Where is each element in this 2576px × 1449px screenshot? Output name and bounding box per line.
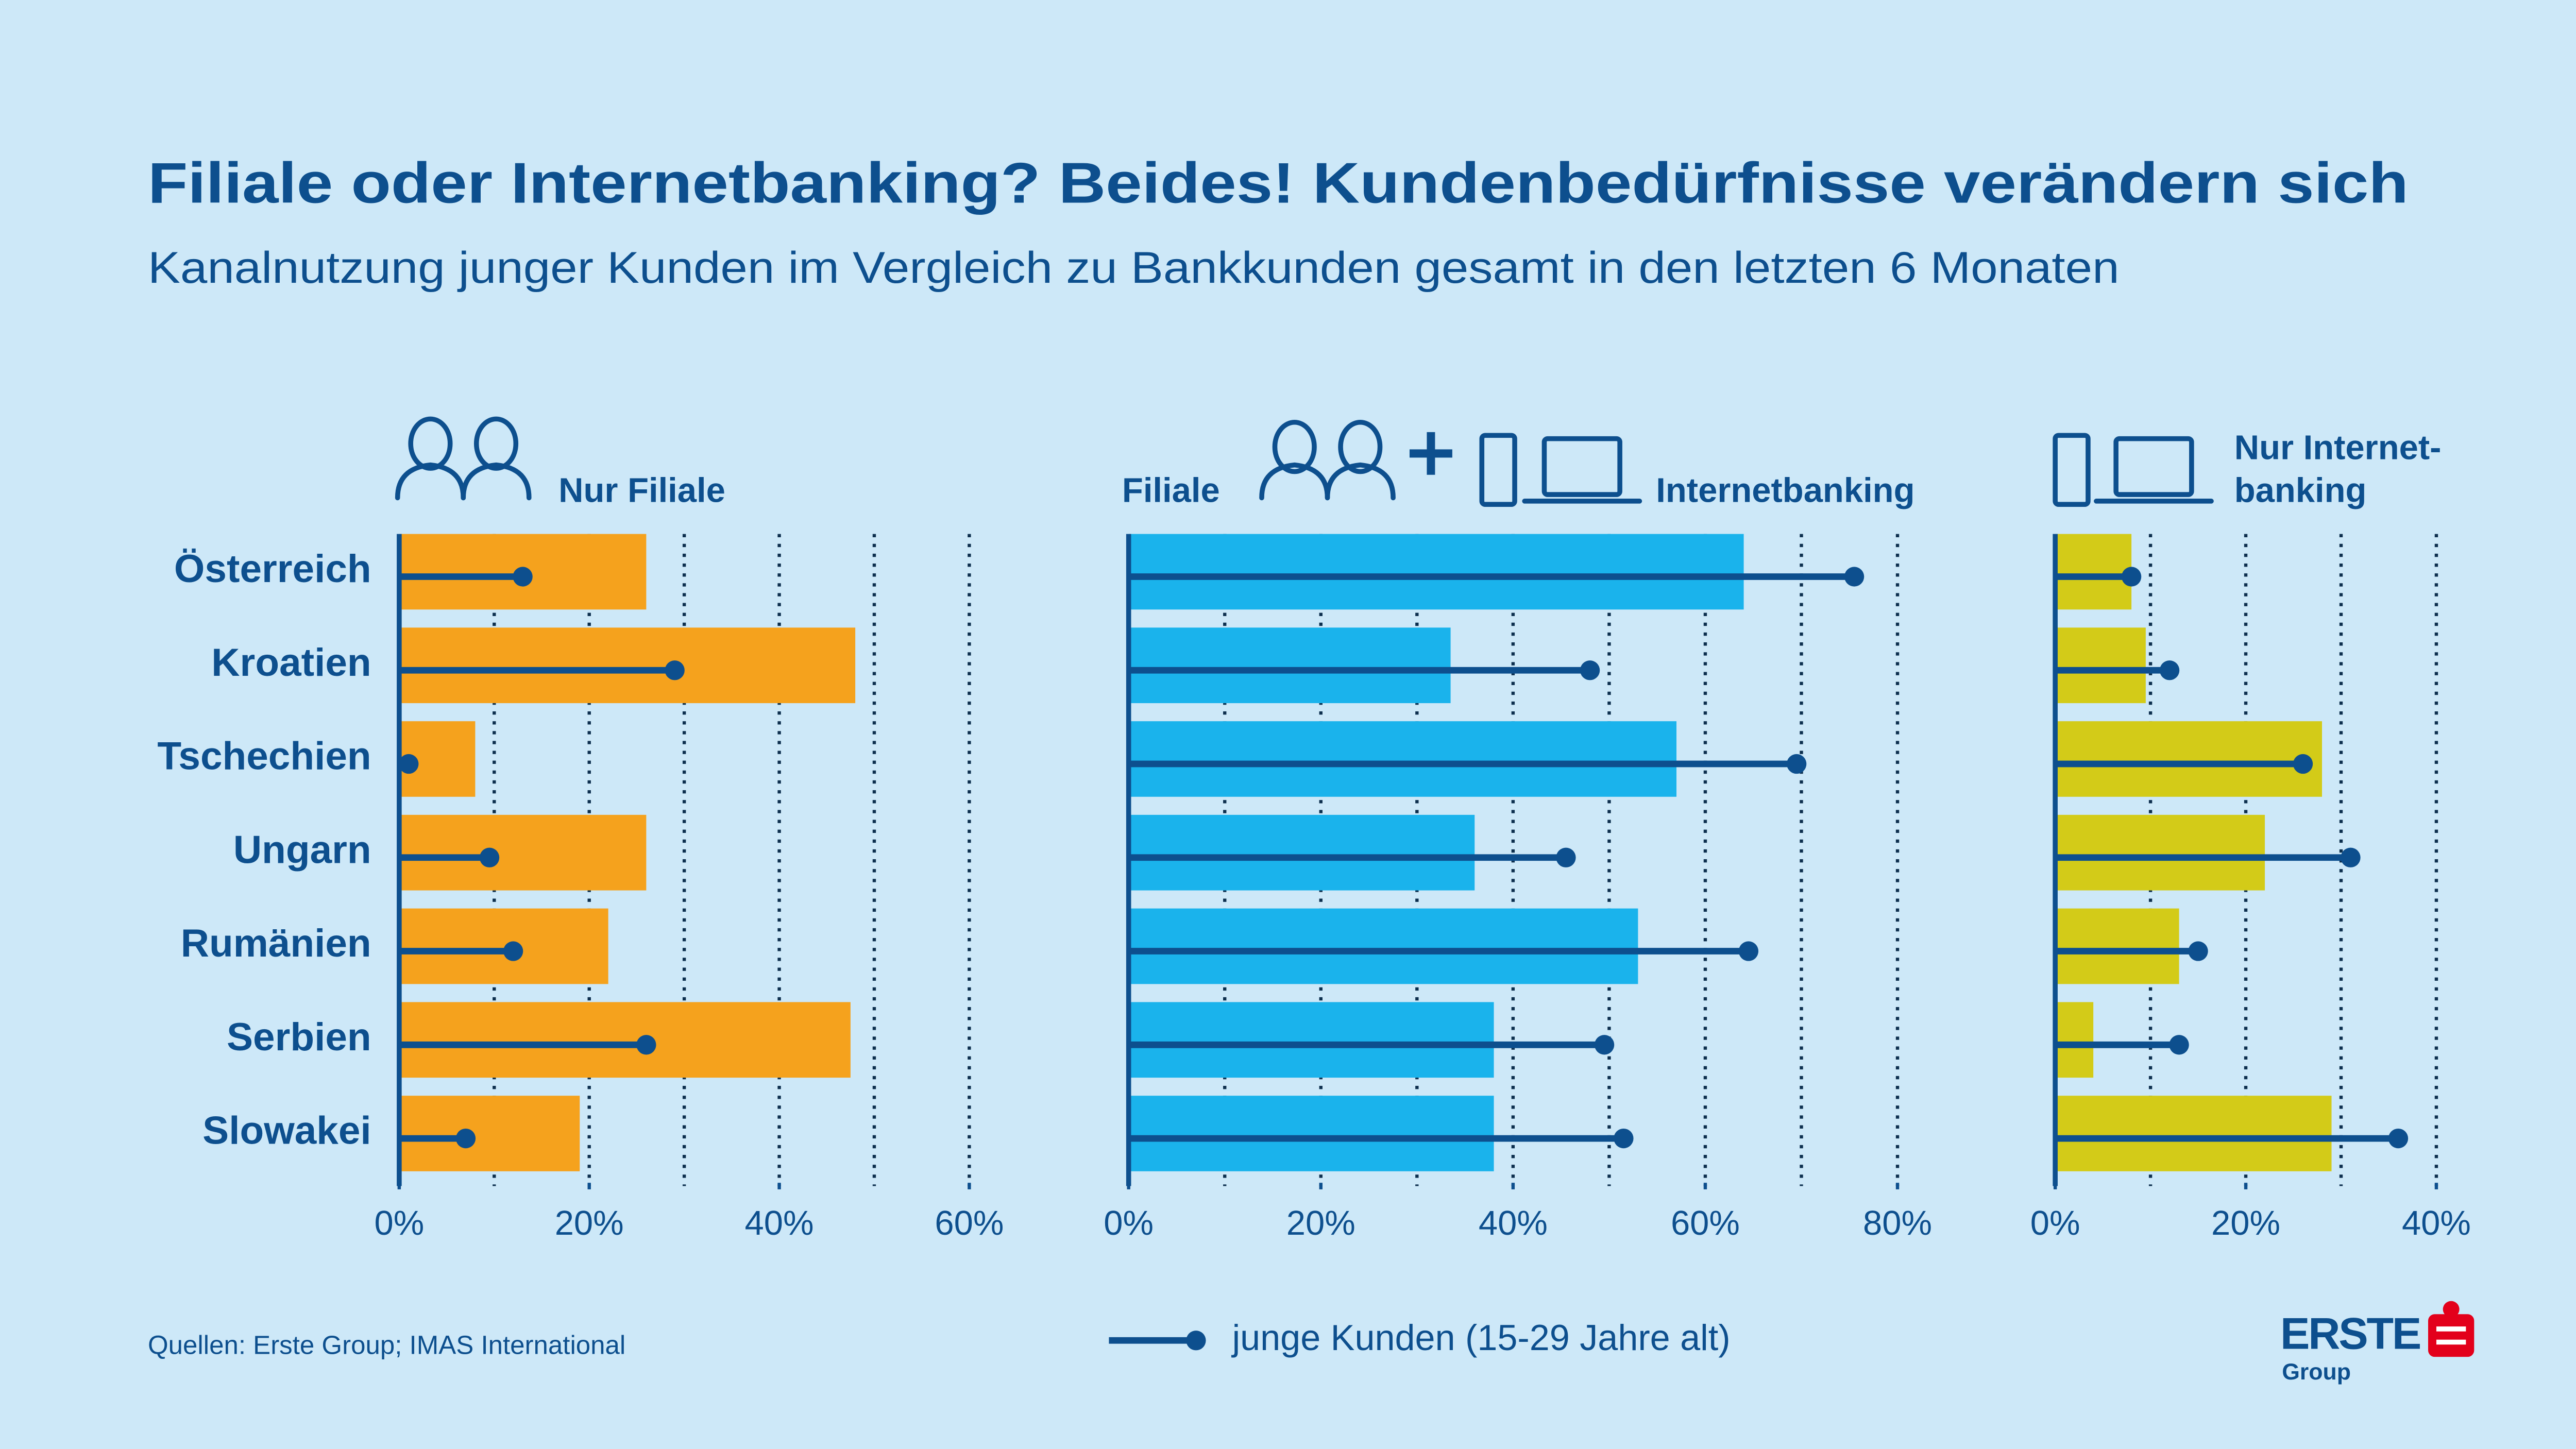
lollipop-dot [503,941,523,961]
x-tick-label: 60% [935,1204,1004,1242]
device-icon [2053,433,2214,507]
bar [2055,534,2132,610]
people-icon [395,416,532,501]
category-label: Ungarn [233,828,371,872]
legend-label: junge Kunden (15-29 Jahre alt) [1231,1317,1731,1358]
x-tick-label: 60% [1671,1204,1740,1242]
bar [1128,1002,1494,1078]
x-tick-label: 20% [555,1204,624,1242]
panel-title: banking [2234,471,2367,510]
lollipop-dot [1556,847,1576,867]
x-tick-label: 0% [374,1204,424,1242]
lollipop-dot [1594,1035,1615,1055]
lollipop-dot [513,567,533,587]
bar [1128,908,1638,984]
lollipop-dot [2159,660,2180,680]
x-tick-label: 80% [1863,1204,1932,1242]
bar [1128,1096,1494,1171]
panel-title: Nur Internet- [2234,429,2442,467]
category-label: Tschechien [157,735,371,778]
lollipop-dot [1580,660,1600,680]
bar [1128,721,1676,797]
bar [399,1096,580,1171]
bar [399,814,647,891]
lollipop-dot [2388,1128,2409,1149]
x-tick-label: 40% [1479,1204,1548,1242]
x-tick-label: 0% [1104,1204,1154,1242]
bar [399,908,608,984]
category-label: Serbien [227,1015,371,1059]
category-label: Österreich [174,547,371,591]
lollipop-dot [1614,1128,1634,1149]
source: Quellen: Erste Group; IMAS International [148,1331,625,1360]
bar [399,1002,851,1078]
bar [2055,627,2146,704]
bar [1128,627,1451,704]
category-label: Slowakei [202,1109,371,1153]
logo-sub: Group [2282,1359,2351,1385]
panel-title: Nur Filiale [558,471,725,510]
bar [1128,534,1744,610]
bar [2055,1002,2094,1078]
bar [2055,908,2179,984]
x-tick-label: 20% [2211,1204,2280,1242]
lollipop-dot [1844,567,1865,587]
plus-icon [1409,432,1452,475]
lollipop-dot [399,754,419,774]
lollipop-dot [665,660,685,680]
panel-title: Internetbanking [1656,471,1914,510]
logo-name: ERSTE [2280,1309,2420,1359]
chart-title: Filiale oder Internetbanking? Beides! Ku… [148,150,2409,215]
panel-title: Filiale [1122,471,1220,510]
bar [2055,1096,2332,1171]
lollipop-dot [636,1035,656,1055]
legend-dot [1186,1331,1206,1351]
category-label: Kroatien [211,641,371,685]
people-icon [1259,419,1396,501]
device-icon [1479,433,1642,507]
bar [2055,721,2323,797]
lollipop-dot [455,1128,476,1149]
bar [399,627,856,704]
lollipop-dot [2169,1035,2189,1055]
lollipop-dot [2121,567,2142,587]
lollipop-dot [2341,847,2361,867]
lollipop-dot [1738,941,1759,961]
category-label: Rumänien [181,922,371,965]
x-tick-label: 20% [1286,1204,1355,1242]
bar [2055,814,2265,891]
x-tick-label: 40% [2402,1204,2471,1242]
chart-subtitle: Kanalnutzung junger Kunden im Vergleich … [148,243,2120,293]
lollipop-dot [479,847,500,867]
x-tick-label: 40% [745,1204,814,1242]
x-tick-label: 0% [2030,1204,2080,1242]
lollipop-dot [1787,754,1807,774]
lollipop-dot [2293,754,2313,774]
lollipop-dot [2188,941,2208,961]
logo-mark [2428,1301,2475,1357]
bar [1128,814,1475,891]
